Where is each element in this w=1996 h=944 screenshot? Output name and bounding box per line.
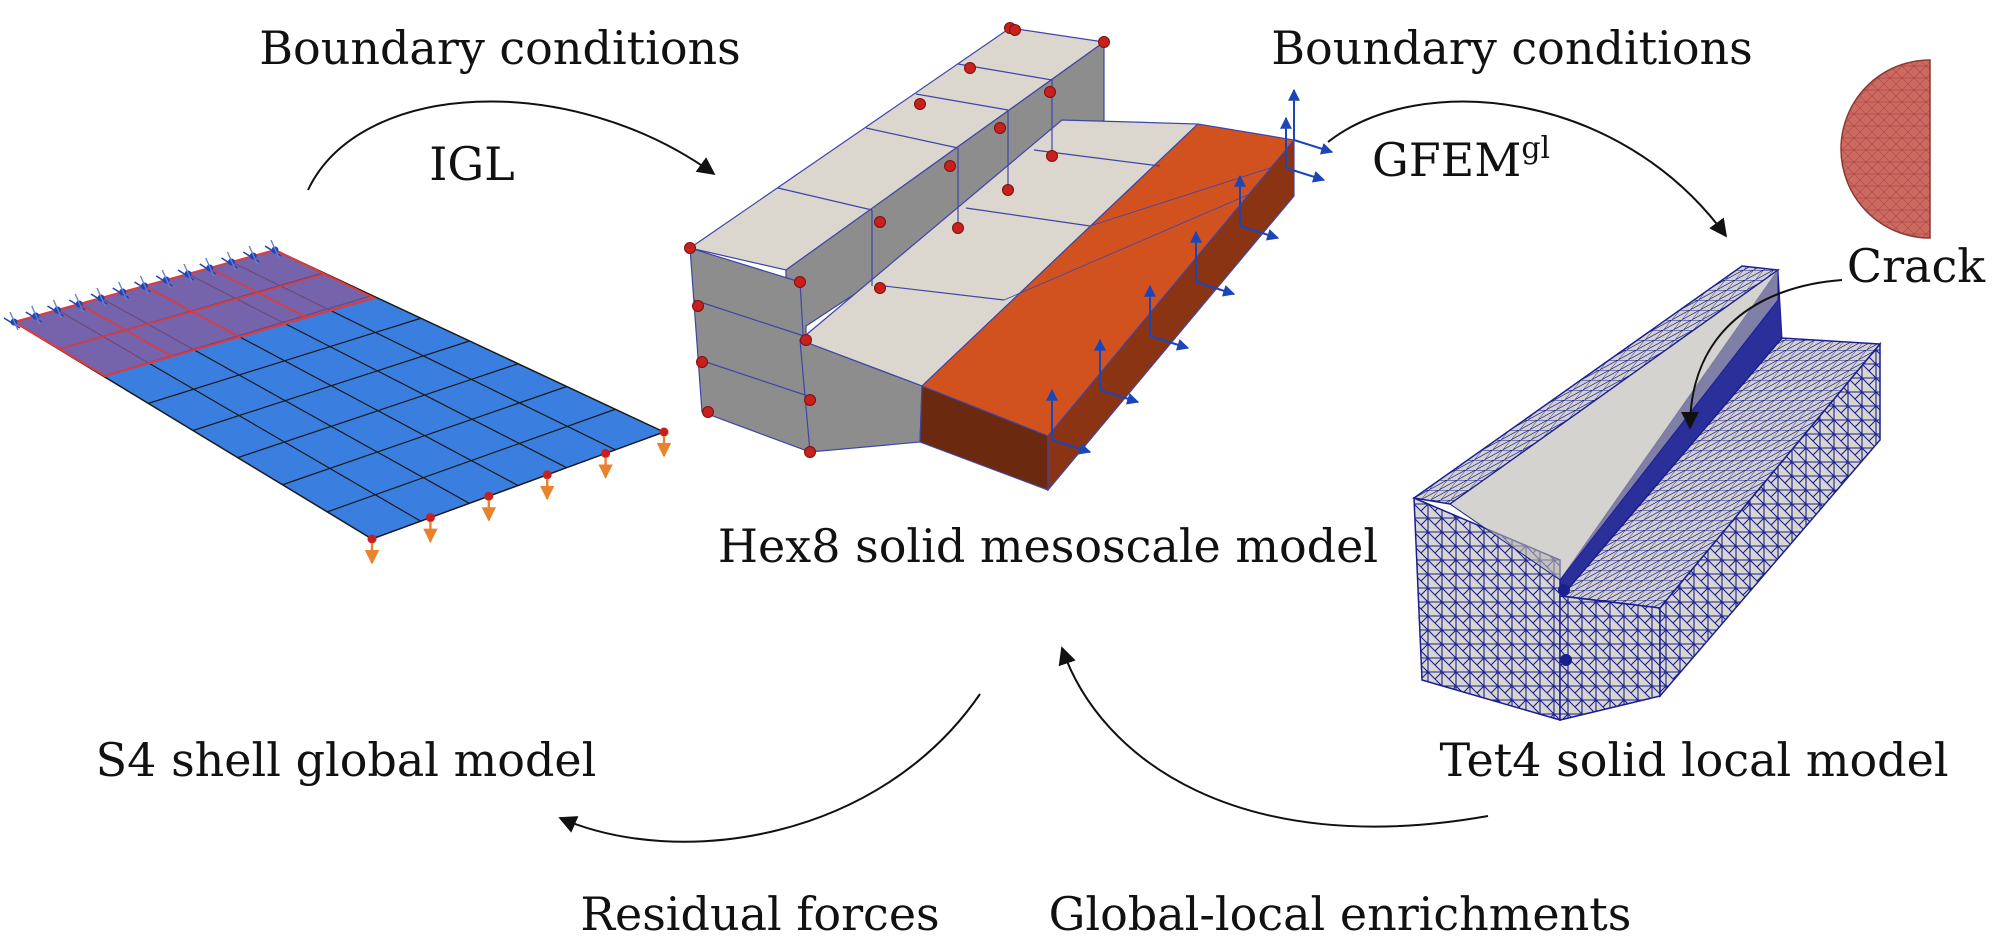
hex-node-markers [684,22,1110,458]
hex-node [874,216,886,228]
bc-symbol-stroke [155,275,173,287]
hex-node [804,446,816,458]
arrow-tet-to-hex [1058,646,1489,828]
tet-back-side [1449,269,1779,581]
bc-symbol-stroke [68,299,86,311]
hex-node [804,394,816,406]
label-igl: IGL [429,137,514,191]
bc-symbol-stroke [199,263,217,275]
tet-crack-front-marker-lower [1560,654,1572,666]
label-s4-model: S4 shell global model [96,733,597,787]
bc-symbol-stroke [118,281,128,301]
tet-crack-front-marker [1558,584,1570,596]
bc-symbol-stroke [52,299,63,319]
hex-node [994,122,1006,134]
hex-bc-arrow-right [1051,439,1092,455]
hex-bc-arrow-right [1285,167,1326,183]
label-hex8-model: Hex8 solid mesoscale model [718,519,1378,573]
bc-symbol-stroke [139,275,150,295]
label-tet4-model: Tet4 solid local model [1439,733,1948,787]
hex-node [800,334,812,346]
bc-symbol-stroke [47,305,64,317]
hex-right-side-orange [1047,138,1295,492]
bc-symbol-stroke [31,305,41,325]
shell-load-arrows [364,427,672,565]
hex-bc-arrow-right [1293,139,1334,155]
hex-node [952,222,964,234]
bc-symbol-stroke [161,269,171,289]
load-node-marker [601,448,611,458]
hex-node [696,356,708,368]
hex-bc-arrow-right [1099,389,1140,405]
bc-symbol-stroke [177,269,195,281]
hex-node [1009,24,1021,36]
hex-bc-arrow-right [1195,281,1236,297]
hex-node [794,276,806,288]
load-node-marker [367,534,377,544]
bc-symbol-stroke [183,263,193,283]
shell-mesh-line [327,408,616,513]
hex-node [684,242,696,254]
hex-node [1046,150,1058,162]
hex-node [874,282,886,294]
hex-node [944,160,956,172]
tet4-solid-model [1412,265,1882,721]
hex-node [1098,36,1110,48]
label-crack: Crack [1847,239,1986,293]
label-gfem: GFEMgl [1372,131,1550,187]
arrow-shell-to-hex [307,100,716,191]
load-node-marker [425,513,435,523]
crack-pointer-arrow [1681,279,1843,430]
shell-mesh-line [148,317,422,404]
bc-symbol-stroke [3,317,21,329]
hex-bc-arrow-right [1239,225,1280,241]
bc-symbol-stroke [90,293,108,305]
bc-symbol-stroke [264,245,282,257]
shell-mesh-line [192,340,470,432]
load-node-marker [484,491,494,501]
s4-shell-model [3,239,672,565]
bc-symbol-stroke [112,287,130,299]
crack-half-disk [1840,59,1931,239]
hex-node [1044,86,1056,98]
label-boundary-conditions-left: Boundary conditions [259,21,741,75]
tet-lower-front [1559,595,1661,721]
hex-mesh-lines [693,63,1271,397]
hex-node [702,406,714,418]
shell-overlay-mesh [59,267,325,358]
shell-overlay-line [59,273,325,350]
hex-node [914,98,926,110]
tet-right-side [1659,341,1881,699]
hex-bc-arrow-right [1149,335,1190,351]
bc-symbol-stroke [221,257,238,269]
bc-symbol-stroke [74,293,84,313]
shell-boundary-conditions [3,239,282,331]
crack-disk [1840,59,1931,239]
bc-symbol-stroke [9,311,19,331]
bc-symbol-stroke [205,257,215,277]
load-node-marker [542,470,552,480]
shell-mesh-line [237,363,519,459]
label-residual-forces: Residual forces [580,887,939,941]
hex-node [1002,184,1014,196]
hex-node [692,300,704,312]
bc-symbol-stroke [96,287,106,307]
bc-symbol-stroke [226,251,237,271]
shell-mesh-line [282,385,567,486]
label-global-local-enrichments: Global-local enrichments [1049,887,1632,941]
bc-symbol-stroke [248,245,258,265]
bc-symbol-stroke [242,251,260,263]
load-node-marker [659,427,669,437]
arrow-hex-to-shell [558,693,981,843]
hex-node [964,62,976,74]
bc-symbol-stroke [134,281,151,293]
hex8-solid-model [684,22,1334,492]
arrow-hex-to-tet [1327,100,1728,238]
bc-symbol-stroke [25,311,43,323]
hex-boundary-arrows [1046,88,1334,455]
bc-symbol-stroke [270,239,280,259]
label-boundary-conditions-right: Boundary conditions [1271,21,1753,75]
